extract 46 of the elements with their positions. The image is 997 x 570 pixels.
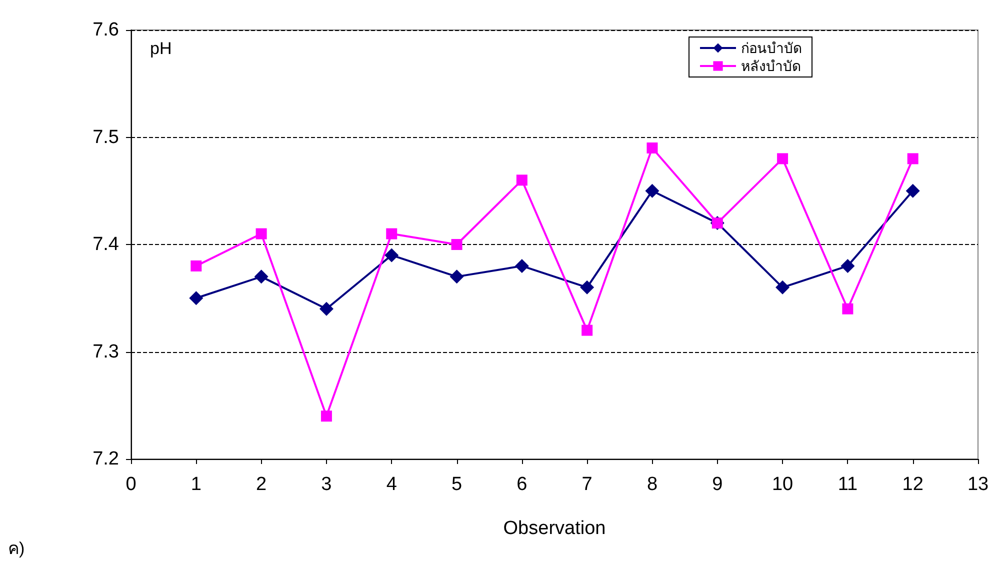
point (254, 270, 268, 284)
x-tick-label: 5 (451, 474, 462, 495)
y-axis-title: pH (150, 39, 172, 58)
point (580, 280, 594, 294)
point (190, 260, 202, 272)
legend-label: หลังบำบัด (741, 58, 801, 74)
y-tick-label: 7.5 (92, 126, 119, 148)
x-tick-label: 1 (190, 474, 202, 495)
point (646, 142, 658, 154)
x-tick-label: 3 (321, 474, 332, 495)
y-tick-label: 7.2 (92, 448, 119, 470)
point (256, 228, 267, 240)
point (320, 410, 332, 422)
x-tick-label: 13 (967, 474, 989, 495)
point (189, 291, 204, 306)
point (840, 258, 855, 273)
point (645, 184, 660, 198)
x-tick-label: 9 (712, 474, 723, 495)
text: ค) (8, 539, 25, 558)
x-tick-label: 7 (582, 474, 592, 495)
point (777, 153, 788, 164)
point (450, 270, 464, 284)
x-tick-label: 12 (902, 474, 924, 495)
point (906, 184, 920, 198)
x-tick-label: 11 (838, 474, 858, 495)
y-tick-label: 7.4 (92, 234, 120, 255)
point (776, 280, 790, 294)
point (842, 303, 854, 314)
point (516, 174, 528, 186)
x-tick-label: 8 (646, 474, 658, 495)
x-tick-label: 0 (126, 474, 136, 495)
legend-label: ก่อนบำบัด (741, 40, 802, 56)
y-tick-label: 7.3 (92, 341, 119, 362)
point (582, 324, 593, 336)
point (907, 153, 918, 164)
point (319, 302, 334, 316)
point (386, 228, 398, 240)
x-axis-title: Observation (503, 518, 606, 539)
point (514, 258, 529, 273)
x-tick-label: 6 (516, 474, 528, 495)
y-tick-label: 7.6 (92, 20, 119, 40)
point (451, 239, 462, 250)
x-tick-label: 4 (386, 474, 398, 495)
point (384, 248, 399, 262)
x-tick-label: 2 (256, 474, 267, 495)
x-tick-label: 10 (772, 474, 794, 495)
